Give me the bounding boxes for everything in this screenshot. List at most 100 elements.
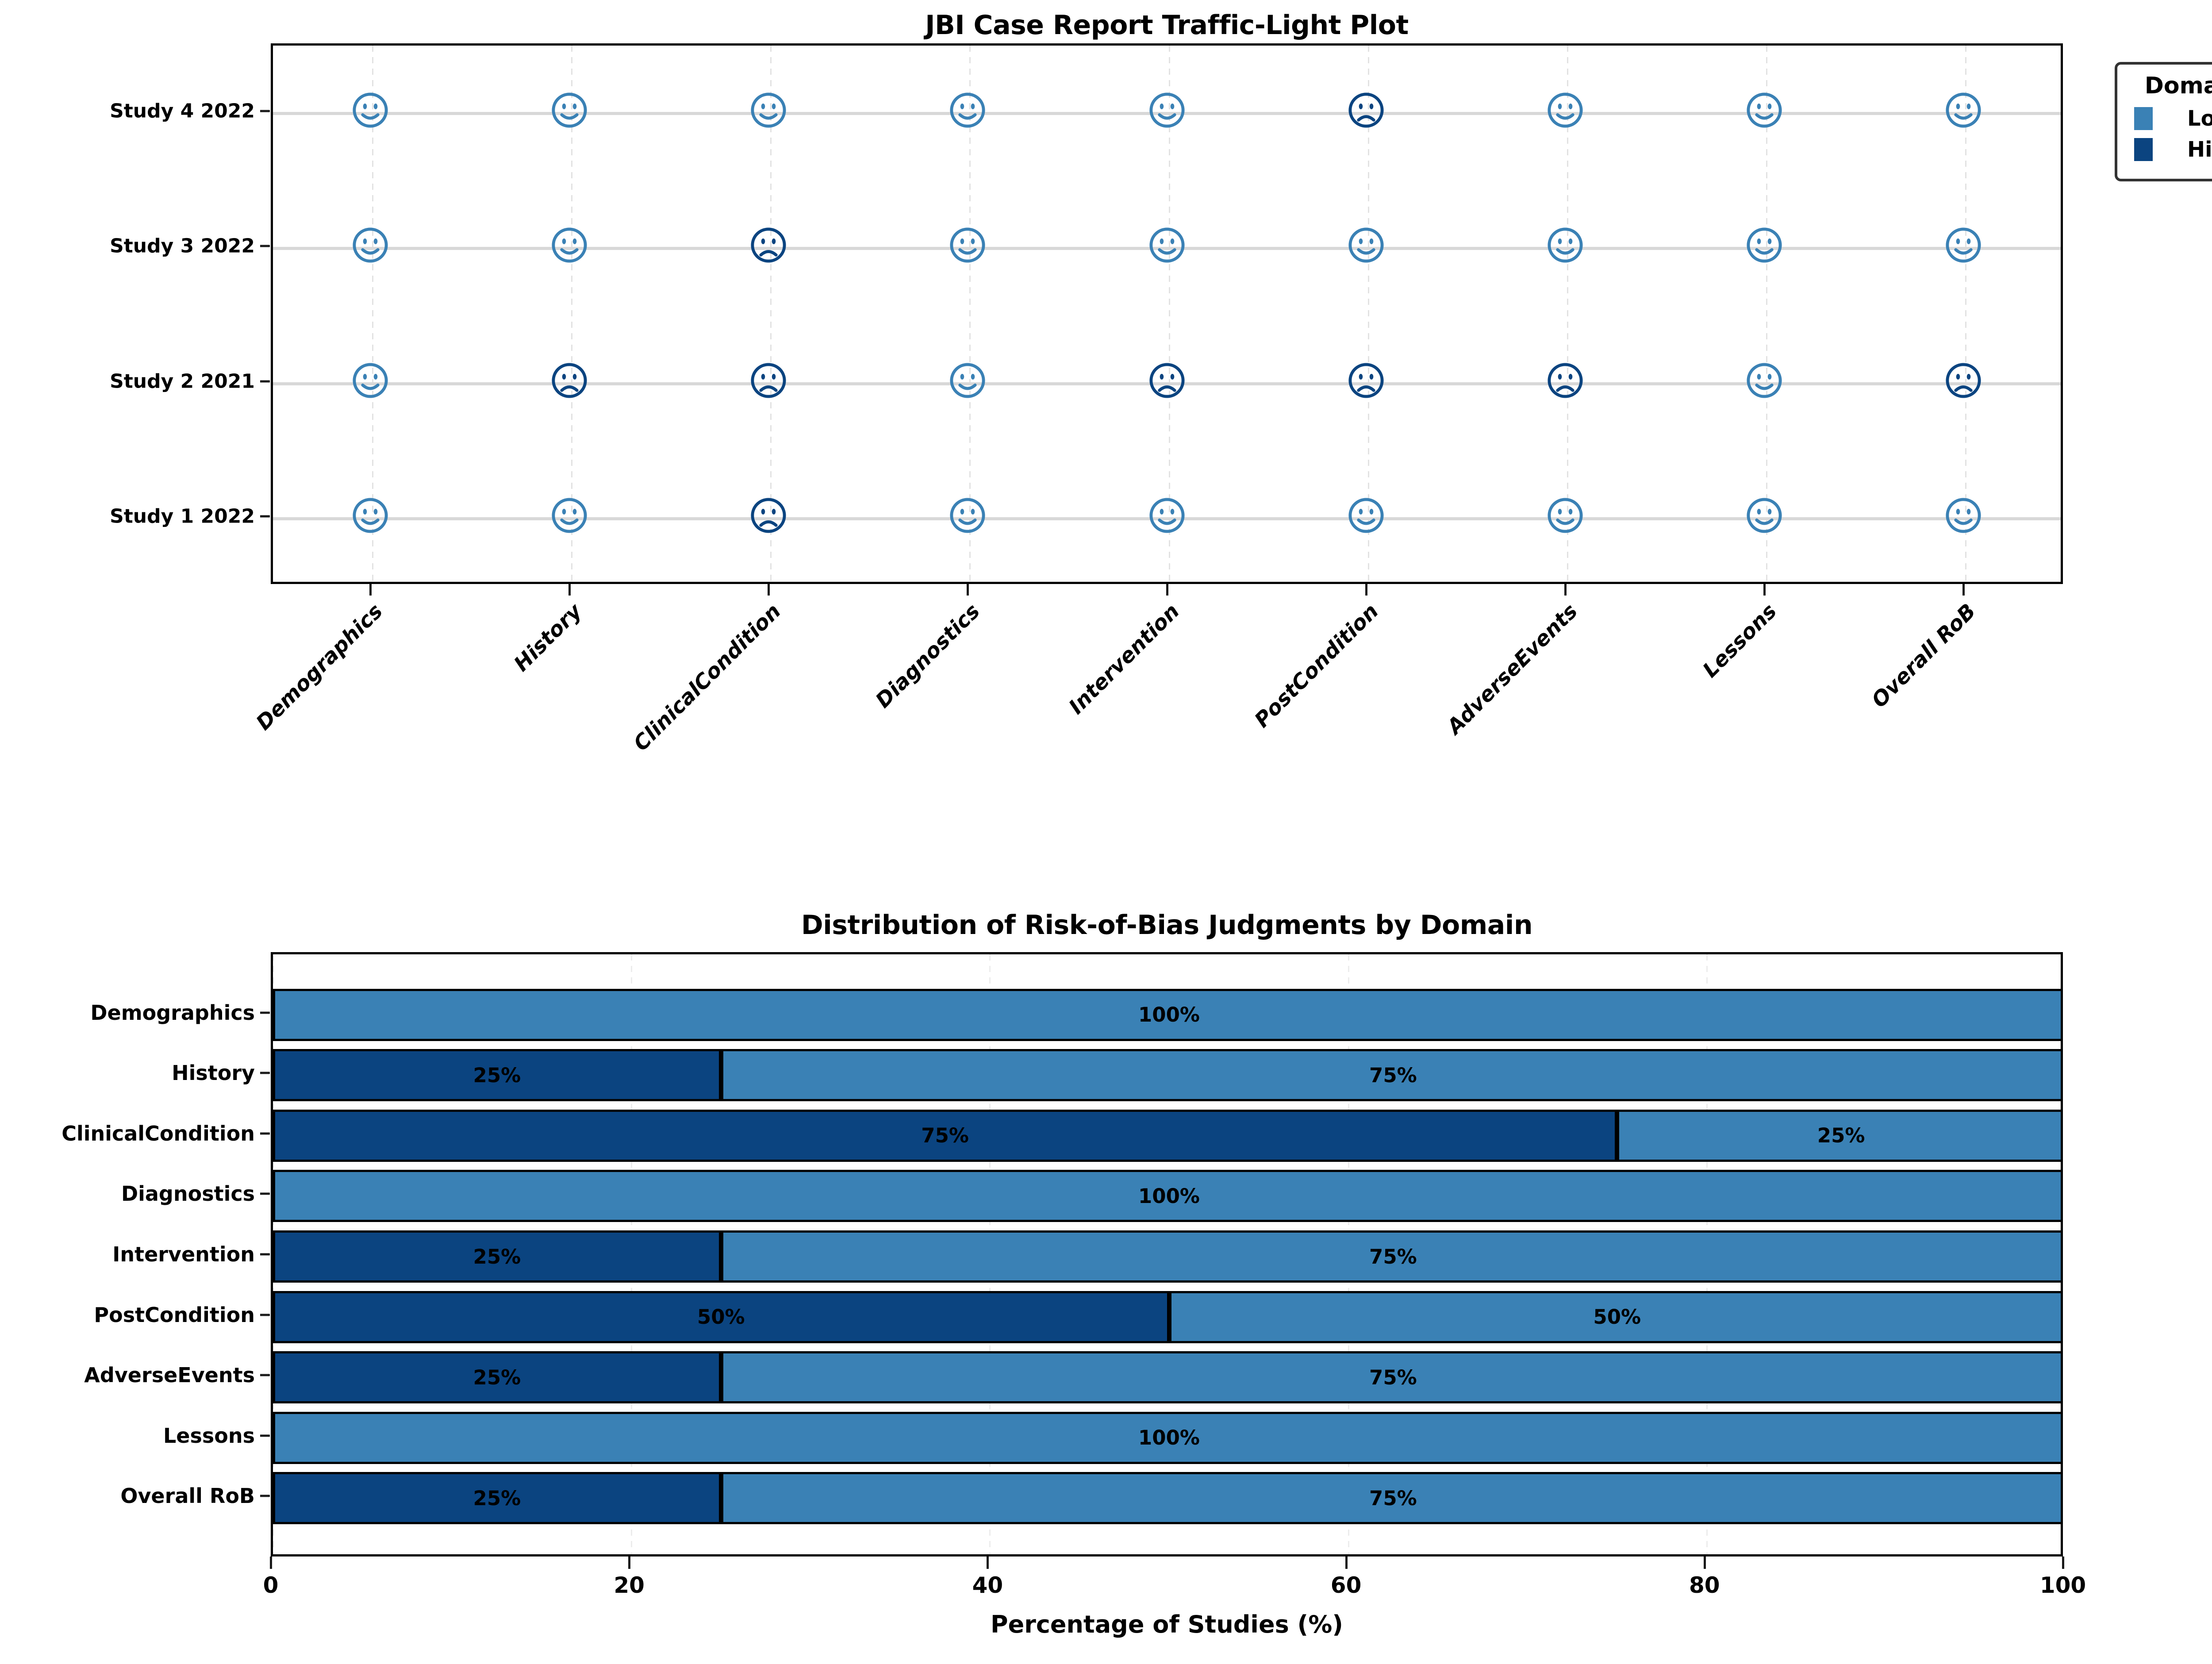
risk-face-adverseevents-study-3[interactable] <box>1546 226 1584 266</box>
bar-segment-low-risk[interactable]: 75% <box>721 1230 2061 1283</box>
legend-label-low-risk: Low Risk <box>2187 106 2212 131</box>
bar-y-label-overall-rob: Overall RoB <box>120 1484 255 1508</box>
risk-face-adverseevents-study-2[interactable] <box>1546 361 1584 401</box>
bar-segment-value: 25% <box>473 1245 521 1268</box>
bar-x-tick <box>2062 1556 2064 1569</box>
risk-face-clinicalcondition-study-1[interactable] <box>749 496 787 536</box>
risk-face-diagnostics-study-3[interactable] <box>949 226 987 266</box>
traffic-grid-line-vertical <box>770 46 772 582</box>
risk-face-overall-rob-study-2[interactable] <box>1944 361 1982 401</box>
bar-segment-high-risk[interactable]: 25% <box>273 1472 721 1525</box>
bar-segment-value: 75% <box>1369 1063 1417 1087</box>
risk-face-clinicalcondition-study-4[interactable] <box>749 91 787 131</box>
bar-x-tick-label-100: 100 <box>2039 1572 2086 1598</box>
risk-face-clinicalcondition-study-2[interactable] <box>749 361 787 401</box>
bar-y-label-intervention: Intervention <box>112 1242 255 1266</box>
traffic-light-title: JBI Case Report Traffic-Light Plot <box>925 10 1409 41</box>
risk-face-adverseevents-study-1[interactable] <box>1546 496 1584 536</box>
risk-face-intervention-study-4[interactable] <box>1148 91 1186 131</box>
risk-face-lessons-study-4[interactable] <box>1745 91 1783 131</box>
risk-face-lessons-study-3[interactable] <box>1745 226 1783 266</box>
risk-face-intervention-study-1[interactable] <box>1148 496 1186 536</box>
traffic-light-panel: JBI Case Report Traffic-Light Plot Study… <box>0 0 2212 796</box>
bar-row-postcondition: 50% 50% <box>273 1291 2061 1343</box>
bar-segment-value: 50% <box>1593 1305 1641 1329</box>
bar-segment-low-risk[interactable]: 75% <box>721 1351 2061 1404</box>
risk-face-diagnostics-study-4[interactable] <box>949 91 987 131</box>
bar-segment-value: 75% <box>921 1124 969 1148</box>
bar-y-tick <box>260 1434 270 1437</box>
bar-x-tick <box>270 1556 272 1569</box>
bar-segment-value: 100% <box>1138 1003 1200 1027</box>
traffic-y-tick <box>260 380 270 383</box>
traffic-grid-line-horizontal <box>273 111 2061 115</box>
bar-row-clinicalcondition: 75% 25% <box>273 1109 2061 1162</box>
risk-face-intervention-study-3[interactable] <box>1148 226 1186 266</box>
bar-segment-high-risk[interactable]: 25% <box>273 1049 721 1102</box>
bar-segment-low-risk[interactable]: 100% <box>273 1411 2061 1464</box>
bar-x-tick <box>1345 1556 1348 1569</box>
bar-segment-low-risk[interactable]: 75% <box>721 1472 2061 1525</box>
risk-face-postcondition-study-3[interactable] <box>1347 226 1385 266</box>
traffic-x-tick <box>1763 584 1766 596</box>
risk-face-postcondition-study-1[interactable] <box>1347 496 1385 536</box>
bar-segment-high-risk[interactable]: 25% <box>273 1351 721 1404</box>
risk-face-overall-rob-study-3[interactable] <box>1944 226 1982 266</box>
bar-segment-low-risk[interactable]: 75% <box>721 1049 2061 1102</box>
bar-y-tick <box>260 1495 270 1497</box>
risk-face-lessons-study-2[interactable] <box>1745 361 1783 401</box>
traffic-y-tick <box>260 245 270 247</box>
distribution-bar-panel: Distribution of Risk-of-Bias Judgments b… <box>0 858 2212 1664</box>
bar-segment-value: 25% <box>473 1063 521 1087</box>
risk-face-postcondition-study-2[interactable] <box>1347 361 1385 401</box>
traffic-light-plot-area <box>271 43 2063 584</box>
traffic-x-tick <box>768 584 770 596</box>
bar-segment-high-risk[interactable]: 75% <box>273 1109 1617 1162</box>
risk-face-lessons-study-1[interactable] <box>1745 496 1783 536</box>
bar-row-adverseevents: 25% 75% <box>273 1351 2061 1404</box>
traffic-y-label-1: Study 4 2022 <box>110 100 255 123</box>
bar-segment-value: 100% <box>1138 1426 1200 1450</box>
risk-face-history-study-2[interactable] <box>550 361 588 401</box>
bar-y-tick <box>260 1132 270 1135</box>
legend-item-high-risk[interactable]: High Risk <box>2134 137 2212 162</box>
bar-row-history: 25% 75% <box>273 1049 2061 1102</box>
traffic-y-label-3: Study 2 2021 <box>110 370 255 393</box>
bar-row-lessons: 100% <box>273 1411 2061 1464</box>
risk-face-history-study-4[interactable] <box>550 91 588 131</box>
bar-segment-low-risk[interactable]: 25% <box>1617 1109 2061 1162</box>
risk-face-intervention-study-2[interactable] <box>1148 361 1186 401</box>
bar-segment-low-risk[interactable]: 100% <box>273 988 2061 1041</box>
traffic-grid-line-vertical <box>1965 46 1966 582</box>
bar-y-tick <box>260 1011 270 1014</box>
bar-chart-title: Distribution of Risk-of-Bias Judgments b… <box>801 910 1533 941</box>
bar-x-tick-label-20: 20 <box>614 1572 645 1598</box>
bar-segment-high-risk[interactable]: 50% <box>273 1291 1169 1343</box>
risk-face-adverseevents-study-4[interactable] <box>1546 91 1584 131</box>
traffic-grid-line-vertical <box>1567 46 1568 582</box>
risk-face-demographics-study-4[interactable] <box>351 91 389 131</box>
risk-face-postcondition-study-4[interactable] <box>1347 91 1385 131</box>
risk-face-demographics-study-1[interactable] <box>351 496 389 536</box>
traffic-y-tick <box>260 110 270 112</box>
bar-x-tick <box>628 1556 631 1569</box>
bar-segment-low-risk[interactable]: 100% <box>273 1170 2061 1222</box>
legend-item-low-risk[interactable]: Low Risk <box>2134 106 2212 131</box>
bar-segment-low-risk[interactable]: 50% <box>1169 1291 2061 1343</box>
risk-face-history-study-3[interactable] <box>550 226 588 266</box>
risk-face-overall-rob-study-4[interactable] <box>1944 91 1982 131</box>
risk-face-demographics-study-2[interactable] <box>351 361 389 401</box>
risk-face-diagnostics-study-1[interactable] <box>949 496 987 536</box>
risk-face-overall-rob-study-1[interactable] <box>1944 496 1982 536</box>
bar-y-tick <box>260 1314 270 1316</box>
bar-y-label-diagnostics: Diagnostics <box>121 1182 255 1206</box>
risk-face-history-study-1[interactable] <box>550 496 588 536</box>
bar-segment-high-risk[interactable]: 25% <box>273 1230 721 1283</box>
bar-y-tick <box>260 1253 270 1256</box>
bar-row-demographics: 100% <box>273 988 2061 1041</box>
risk-face-demographics-study-3[interactable] <box>351 226 389 266</box>
risk-face-clinicalcondition-study-3[interactable] <box>749 226 787 266</box>
bar-segment-value: 50% <box>697 1305 745 1329</box>
traffic-y-label-2: Study 3 2022 <box>110 234 255 257</box>
risk-face-diagnostics-study-2[interactable] <box>949 361 987 401</box>
